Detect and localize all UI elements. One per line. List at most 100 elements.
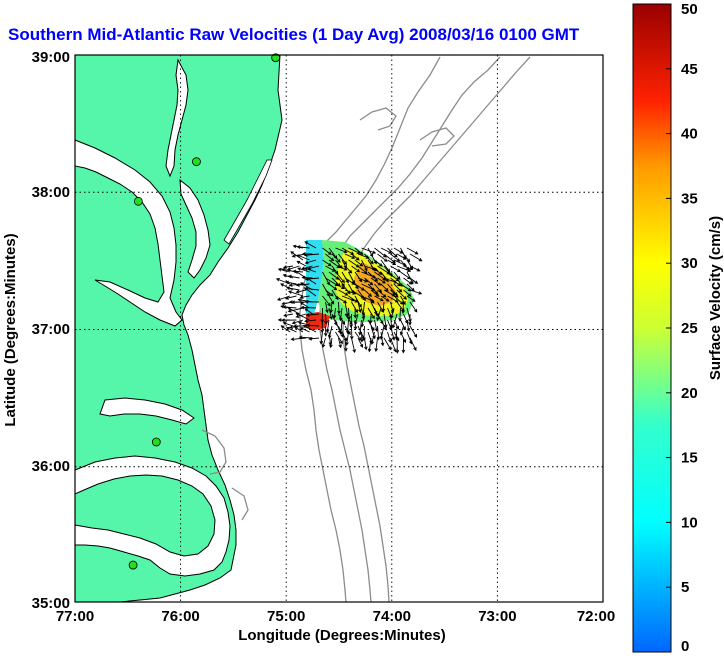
velocity-arrow: [409, 265, 421, 272]
velocity-arrow: [323, 325, 328, 337]
velocity-arrow: [357, 289, 366, 302]
velocity-arrow: [304, 308, 313, 315]
velocity-arrow: [282, 321, 294, 327]
velocity-arrow: [406, 283, 415, 292]
y-tick-label: 36:00: [32, 458, 70, 475]
y-tick-label: 38:00: [32, 184, 70, 201]
velocity-arrow: [398, 307, 402, 322]
velocity-arrow: [390, 253, 401, 262]
velocity-arrow: [357, 337, 364, 348]
velocity-arrow: [376, 307, 382, 322]
velocity-arrow: [282, 273, 294, 279]
velocity-arrow: [361, 259, 368, 272]
velocity-arrow: [325, 253, 335, 262]
colorbar-tick-label: 15: [681, 450, 698, 467]
land-mass: [74, 54, 283, 603]
velocity-arrow: [288, 290, 304, 297]
radar-station-marker: [128, 560, 138, 570]
velocity-arrow: [403, 265, 414, 271]
velocity-arrow: [337, 301, 341, 315]
velocity-arrow: [304, 241, 317, 249]
velocity-arrow: [338, 337, 342, 349]
velocity-arrow: [364, 289, 373, 297]
velocity-arrow: [349, 313, 353, 329]
map-grid: [75, 55, 603, 602]
velocity-arrow: [302, 325, 317, 333]
barrier-lagoon: [223, 159, 273, 245]
velocity-arrow: [359, 331, 364, 343]
velocity-arrow: [393, 247, 404, 254]
velocity-arrow: [364, 337, 368, 351]
radar-station-marker: [133, 196, 143, 206]
velocity-arrow: [347, 307, 351, 320]
colorbar-tick-label: 10: [681, 514, 698, 531]
velocity-arrow: [296, 245, 310, 249]
velocity-arrow: [374, 337, 379, 352]
velocity-arrow: [377, 253, 388, 262]
velocity-arrow: [306, 323, 320, 328]
velocity-arrow: [304, 319, 317, 323]
velocity-arrow: [403, 277, 413, 285]
velocity-arrow: [287, 307, 304, 313]
velocity-arrow: [325, 301, 329, 314]
albemarle-sound: [99, 397, 195, 425]
velocity-arrow: [329, 301, 333, 314]
velocity-arrow: [409, 253, 423, 262]
delmarva-inlet: [179, 178, 211, 279]
velocity-arrow: [324, 313, 328, 325]
velocity-arrow: [401, 337, 406, 354]
velocity-arrow: [367, 295, 375, 304]
y-axis-label: Latitude (Degrees:Minutes): [2, 233, 19, 426]
velocity-arrow: [374, 295, 384, 302]
velocity-arrow: [345, 331, 349, 346]
velocity-arrow: [364, 277, 374, 286]
map-title: Southern Mid-Atlantic Raw Velocities (1 …: [8, 25, 580, 44]
velocity-arrow: [335, 271, 345, 284]
velocity-arrow: [287, 274, 300, 279]
velocity-arrow: [367, 271, 379, 282]
velocity-arrow: [291, 319, 304, 325]
velocity-arrow: [351, 253, 360, 261]
velocity-arrow: [370, 265, 383, 275]
radar-station-marker: [192, 157, 201, 167]
velocity-arrow: [370, 331, 375, 345]
velocity-arrow: [367, 307, 375, 320]
velocity-arrow: [325, 289, 334, 297]
velocity-arrow: [361, 247, 377, 254]
velocity-arrow: [393, 283, 403, 293]
velocity-arrow: [322, 247, 332, 255]
velocity-arrow: [291, 300, 307, 305]
velocity-arrow: [351, 337, 356, 354]
velocity-arrow: [338, 313, 346, 326]
x-axis-label: Longitude (Degrees:Minutes): [238, 627, 446, 644]
velocity-arrow: [377, 289, 387, 298]
velocity-arrow: [305, 313, 320, 317]
velocity-arrow: [409, 277, 419, 284]
velocity-arrow: [328, 283, 338, 291]
x-tick-label: 75:00: [267, 608, 305, 625]
contour-shelf-spur-2: [359, 107, 397, 131]
velocity-arrows: [275, 241, 423, 354]
velocity-arrow: [299, 301, 310, 309]
colorbar-tick-label: 25: [681, 320, 698, 337]
velocity-arrow: [387, 247, 398, 258]
velocity-arrow: [308, 336, 320, 341]
chesapeake-bay: [74, 139, 183, 327]
colorbar-tick-label: 30: [681, 255, 698, 272]
upper-bay: [165, 58, 189, 178]
colorbar-tick-label: 45: [681, 61, 698, 78]
colorbar-tick-label: 40: [681, 126, 698, 143]
velocity-arrow: [338, 253, 348, 265]
velocity-arrow: [281, 318, 297, 323]
colorbar-gradient: [632, 3, 672, 653]
velocity-arrow: [344, 301, 350, 317]
velocity-arrow: [335, 247, 348, 254]
velocity-arrow: [377, 277, 386, 284]
contour-shelf-spur-1: [201, 429, 227, 475]
radar-station-marker: [271, 53, 281, 63]
velocity-arrow: [370, 277, 382, 286]
velocity-arrow: [357, 277, 369, 283]
velocity-arrow: [286, 286, 300, 291]
radar-stations: [128, 53, 281, 570]
velocity-arrow: [328, 271, 340, 280]
